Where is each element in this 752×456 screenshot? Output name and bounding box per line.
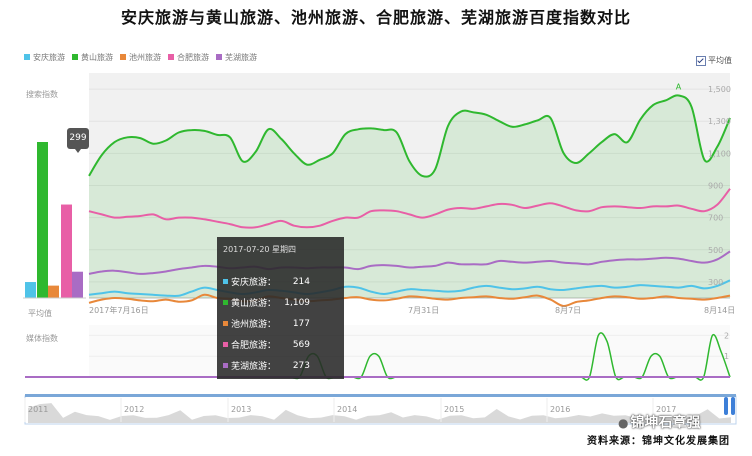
tooltip-swatch	[223, 279, 228, 284]
legend-item-huangshan[interactable]: 黄山旅游	[72, 51, 113, 63]
average-axis-label: 平均值	[28, 308, 52, 318]
range-handle-left	[724, 397, 728, 415]
tooltip-series-name: 芜湖旅游：	[231, 362, 277, 372]
range-year-label: 2011	[28, 405, 48, 414]
tooltip-series-name: 黄山旅游：	[231, 299, 277, 309]
average-bar	[48, 285, 59, 298]
media-index-panel: 12	[25, 325, 731, 381]
x-tick-label: 8月7日	[555, 306, 581, 315]
y-tick-label: 1,100	[708, 149, 731, 158]
legend-swatch	[168, 54, 174, 60]
y-tick-label: 1,500	[708, 85, 731, 94]
legend-swatch	[24, 54, 30, 60]
tooltip-value: 569	[292, 339, 311, 350]
tooltip-value: 214	[292, 276, 311, 287]
legend-label: 安庆旅游	[33, 52, 65, 62]
range-year-label: 2016	[550, 405, 570, 414]
peak-marker: A	[676, 83, 682, 92]
legend: 安庆旅游 黄山旅游 池州旅游 合肥旅游 芜湖旅游	[24, 51, 257, 63]
average-bars	[23, 142, 86, 299]
tooltip-swatch	[223, 300, 228, 305]
tooltip-value: 273	[292, 360, 311, 371]
y-tick-label: 300	[708, 278, 723, 287]
series-line	[88, 293, 731, 308]
data-tooltip: 2017-07-20 星期四 安庆旅游： 214 黄山旅游： 1,109 池州旅游：…	[217, 237, 344, 379]
legend-label: 合肥旅游	[177, 52, 209, 62]
tooltip-value: 177	[292, 318, 311, 329]
series-line	[88, 279, 731, 298]
time-range-slider[interactable]: 2011 2012 2013 2014 2015 2016 2017	[24, 394, 737, 425]
series-line	[88, 250, 731, 275]
legend-item-anqing[interactable]: 安庆旅游	[24, 51, 65, 63]
range-year-label: 2012	[124, 405, 144, 414]
y-tick-label: 1,300	[708, 117, 731, 126]
range-year-label: 2014	[337, 405, 357, 414]
tooltip-row: 芜湖旅游： 273	[223, 359, 310, 372]
media-y-tick-label: 2	[724, 331, 729, 340]
x-tick-label: 8月14日	[704, 306, 735, 315]
series-line	[88, 188, 731, 229]
tooltip-row: 合肥旅游： 569	[223, 338, 310, 351]
y-axis-ticks: 300 500 700 900 1,100 1,300 1,500	[708, 85, 731, 287]
legend-label: 黄山旅游	[81, 52, 113, 62]
range-history-area	[28, 403, 731, 423]
legend-item-wuhu[interactable]: 芜湖旅游	[216, 51, 257, 63]
wechat-icon: ●	[618, 416, 629, 430]
checkbox-checked-icon[interactable]	[696, 55, 706, 66]
tooltip-series-name: 安庆旅游：	[231, 278, 277, 288]
range-year-label: 2013	[231, 405, 251, 414]
tooltip-swatch	[223, 321, 228, 326]
legend-label: 芜湖旅游	[225, 52, 257, 62]
range-top-bar	[25, 394, 736, 397]
tooltip-row: 安庆旅游： 214	[223, 275, 310, 288]
tooltip-row: 黄山旅游： 1,109	[223, 296, 310, 309]
y-tick-label: 500	[708, 246, 723, 255]
legend-swatch	[216, 54, 222, 60]
average-bar	[61, 204, 72, 298]
tooltip-swatch	[223, 342, 228, 347]
average-toggle-label: 平均值	[708, 56, 732, 65]
legend-swatch	[120, 54, 126, 60]
legend-label: 池州旅游	[129, 52, 161, 62]
average-bar	[37, 142, 48, 298]
average-value-bubble: 299	[67, 128, 89, 153]
source-note: 资料来源：锦坤文化发展集团	[587, 436, 730, 447]
tooltip-date: 2017-07-20 星期四	[223, 245, 297, 254]
y-tick-label: 700	[708, 214, 723, 223]
tooltip-swatch	[223, 363, 228, 368]
legend-item-chizhou[interactable]: 池州旅游	[120, 51, 161, 63]
average-bar	[25, 282, 36, 298]
range-year-label: 2015	[444, 405, 464, 414]
watermark-text: 锦坤石章强	[630, 415, 701, 431]
range-year-label: 2017	[656, 405, 676, 414]
average-bar	[72, 271, 83, 298]
watermark: ● 锦坤石章强	[618, 412, 700, 432]
legend-swatch	[72, 54, 78, 60]
tooltip-series-name: 合肥旅游：	[231, 341, 277, 351]
tooltip-row: 池州旅游： 177	[223, 317, 310, 330]
media-index-label: 媒体指数	[26, 333, 58, 343]
legend-item-hefei[interactable]: 合肥旅游	[168, 51, 209, 63]
y-tick-label: 900	[708, 182, 723, 191]
series-line	[88, 94, 731, 178]
tooltip-value: 1,109	[284, 297, 311, 308]
tooltip-series-name: 池州旅游：	[231, 320, 277, 330]
x-tick-label: 7月31日	[408, 306, 439, 315]
series-lines	[88, 94, 731, 308]
media-y-tick-label: 1	[724, 352, 729, 361]
x-axis-ticks: 2017年7月16日 7月31日 8月7日 8月14日	[89, 305, 735, 315]
media-background	[89, 325, 730, 377]
x-tick-label: 2017年7月16日	[89, 305, 149, 315]
chart-title: 安庆旅游与黄山旅游、池州旅游、合肥旅游、芜湖旅游百度指数对比	[120, 8, 631, 27]
average-toggle[interactable]: 平均值	[696, 55, 732, 66]
search-index-label: 搜索指数	[26, 89, 58, 99]
range-handle-right	[731, 397, 735, 415]
